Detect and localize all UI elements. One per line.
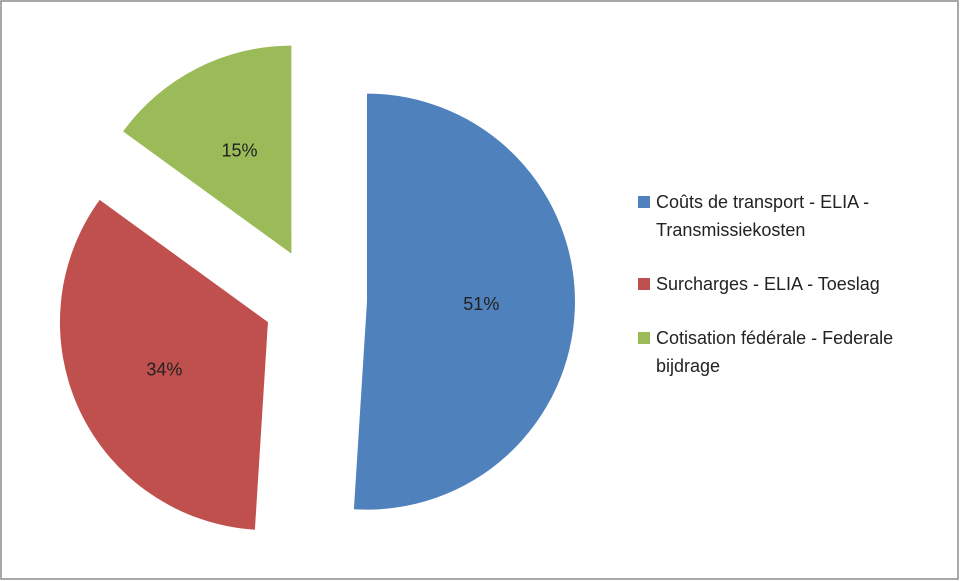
- pie-slice: [123, 45, 292, 254]
- slice-label: 15%: [221, 140, 257, 160]
- legend: Coûts de transport - ELIA - Transmissiek…: [638, 188, 938, 406]
- legend-item: Surcharges - ELIA - Toeslag: [638, 270, 938, 298]
- legend-label: Cotisation fédérale - Federale bijdrage: [656, 328, 894, 376]
- slice-label: 34%: [146, 360, 182, 380]
- legend-item: Cotisation fédérale - Federale bijdrage: [638, 324, 938, 380]
- legend-swatch: [638, 196, 650, 208]
- legend-swatch: [638, 332, 650, 344]
- legend-item: Coûts de transport - ELIA - Transmissiek…: [638, 188, 938, 244]
- legend-label: Coûts de transport - ELIA - Transmissiek…: [656, 192, 870, 240]
- pie-slice: [353, 93, 575, 510]
- legend-label: Surcharges - ELIA - Toeslag: [656, 274, 880, 294]
- pie-slice: [59, 199, 268, 530]
- legend-swatch: [638, 278, 650, 290]
- slice-label: 51%: [463, 294, 499, 314]
